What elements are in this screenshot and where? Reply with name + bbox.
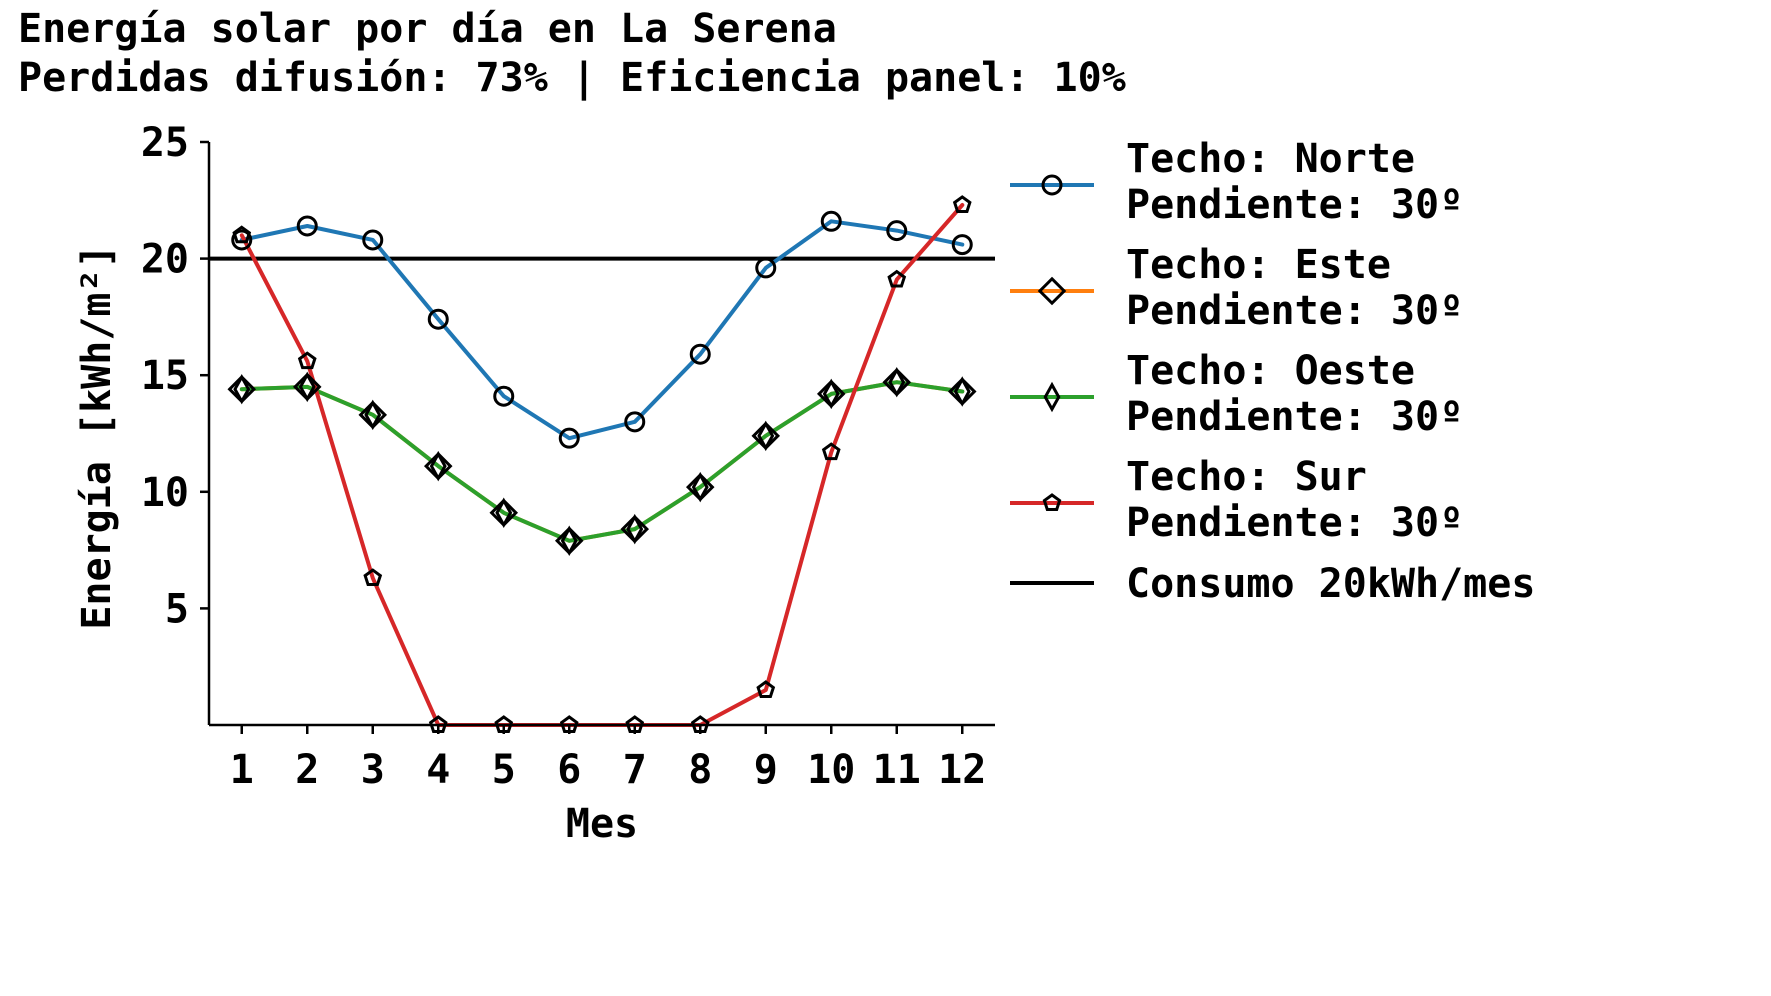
data-point-s3-1 (233, 373, 251, 405)
x-tick-label-7: 7 (623, 747, 647, 793)
x-axis-label: Mes (566, 801, 638, 847)
legend-label-4-line-1: Techo: Sur (1126, 454, 1367, 500)
data-point-s1-9 (755, 257, 777, 279)
y-axis-label: Energía [kWh/m²] (74, 244, 120, 629)
data-point-s3-10 (822, 378, 840, 410)
data-point-s3-9 (757, 420, 775, 452)
chart-subtitle: Perdidas difusión: 73% | Eficiencia pane… (18, 55, 1126, 102)
data-point-s1-1 (231, 229, 253, 251)
legend-marker-4 (1042, 493, 1062, 511)
x-tick-label-1: 1 (230, 747, 254, 793)
y-tick-label-10: 10 (141, 470, 189, 516)
y-tick-label-5: 5 (165, 586, 189, 632)
legend-marker-2 (1037, 276, 1067, 306)
data-point-s1-6 (558, 427, 580, 449)
legend-marker-3 (1043, 381, 1061, 413)
x-tick-label-10: 10 (807, 747, 855, 793)
data-point-s1-11 (886, 220, 908, 242)
data-point-s1-12 (951, 234, 973, 256)
data-point-s1-2 (296, 215, 318, 237)
data-point-s3-7 (626, 513, 644, 545)
legend-label-4-line-2: Pendiente: 30º (1126, 500, 1463, 546)
legend-label-reference: Consumo 20kWh/mes (1126, 561, 1535, 607)
legend-label-1-line-1: Techo: Norte (1126, 136, 1415, 182)
x-tick-label-3: 3 (361, 747, 385, 793)
series-line-4 (239, 203, 965, 727)
data-point-s3-3 (364, 399, 382, 431)
data-point-s4-11 (887, 269, 907, 288)
data-point-s1-5 (493, 385, 515, 407)
legend-label-2-line-1: Techo: Este (1126, 242, 1391, 288)
x-tick-label-12: 12 (938, 747, 986, 793)
y-tick-label-20: 20 (141, 237, 189, 283)
data-point-s1-3 (362, 229, 384, 251)
data-point-s3-2 (298, 371, 316, 403)
chart-title: Energía solar por día en La Serena (18, 6, 837, 52)
x-tick-label-4: 4 (426, 747, 450, 793)
data-point-s4-1 (232, 225, 252, 244)
data-point-s4-3 (363, 568, 383, 587)
data-point-s3-4 (429, 450, 447, 482)
data-point-s1-8 (689, 343, 711, 365)
legend-marker-1 (1041, 174, 1063, 196)
data-point-s3-12 (953, 376, 971, 407)
legend-label-3-line-1: Techo: Oeste (1126, 348, 1415, 394)
data-point-s4-12 (952, 195, 972, 213)
plot-area (209, 195, 995, 733)
data-point-s4-2 (297, 351, 317, 370)
data-point-s4-10 (821, 442, 841, 461)
x-tick-label-5: 5 (492, 747, 516, 793)
data-point-s3-8 (691, 471, 709, 503)
x-tick-label-8: 8 (688, 747, 712, 793)
y-tick-label-15: 15 (141, 353, 189, 399)
data-point-s1-10 (820, 210, 842, 232)
data-point-s1-7 (624, 411, 646, 433)
series-line-3 (239, 380, 965, 543)
series-line-1 (239, 219, 965, 441)
x-tick-label-11: 11 (873, 747, 921, 793)
data-point-s1-4 (427, 308, 449, 330)
x-tick-label-2: 2 (295, 747, 319, 793)
x-tick-label-9: 9 (754, 747, 778, 793)
legend-label-1-line-2: Pendiente: 30º (1126, 182, 1463, 228)
x-tick-label-6: 6 (557, 747, 581, 793)
data-point-s3-5 (495, 497, 513, 529)
data-point-s3-6 (560, 525, 578, 557)
y-tick-label-25: 25 (141, 120, 189, 166)
legend-label-3-line-2: Pendiente: 30º (1126, 394, 1463, 440)
data-point-s4-9 (756, 680, 776, 698)
data-point-s3-11 (888, 366, 906, 398)
legend-label-2-line-2: Pendiente: 30º (1126, 288, 1463, 334)
